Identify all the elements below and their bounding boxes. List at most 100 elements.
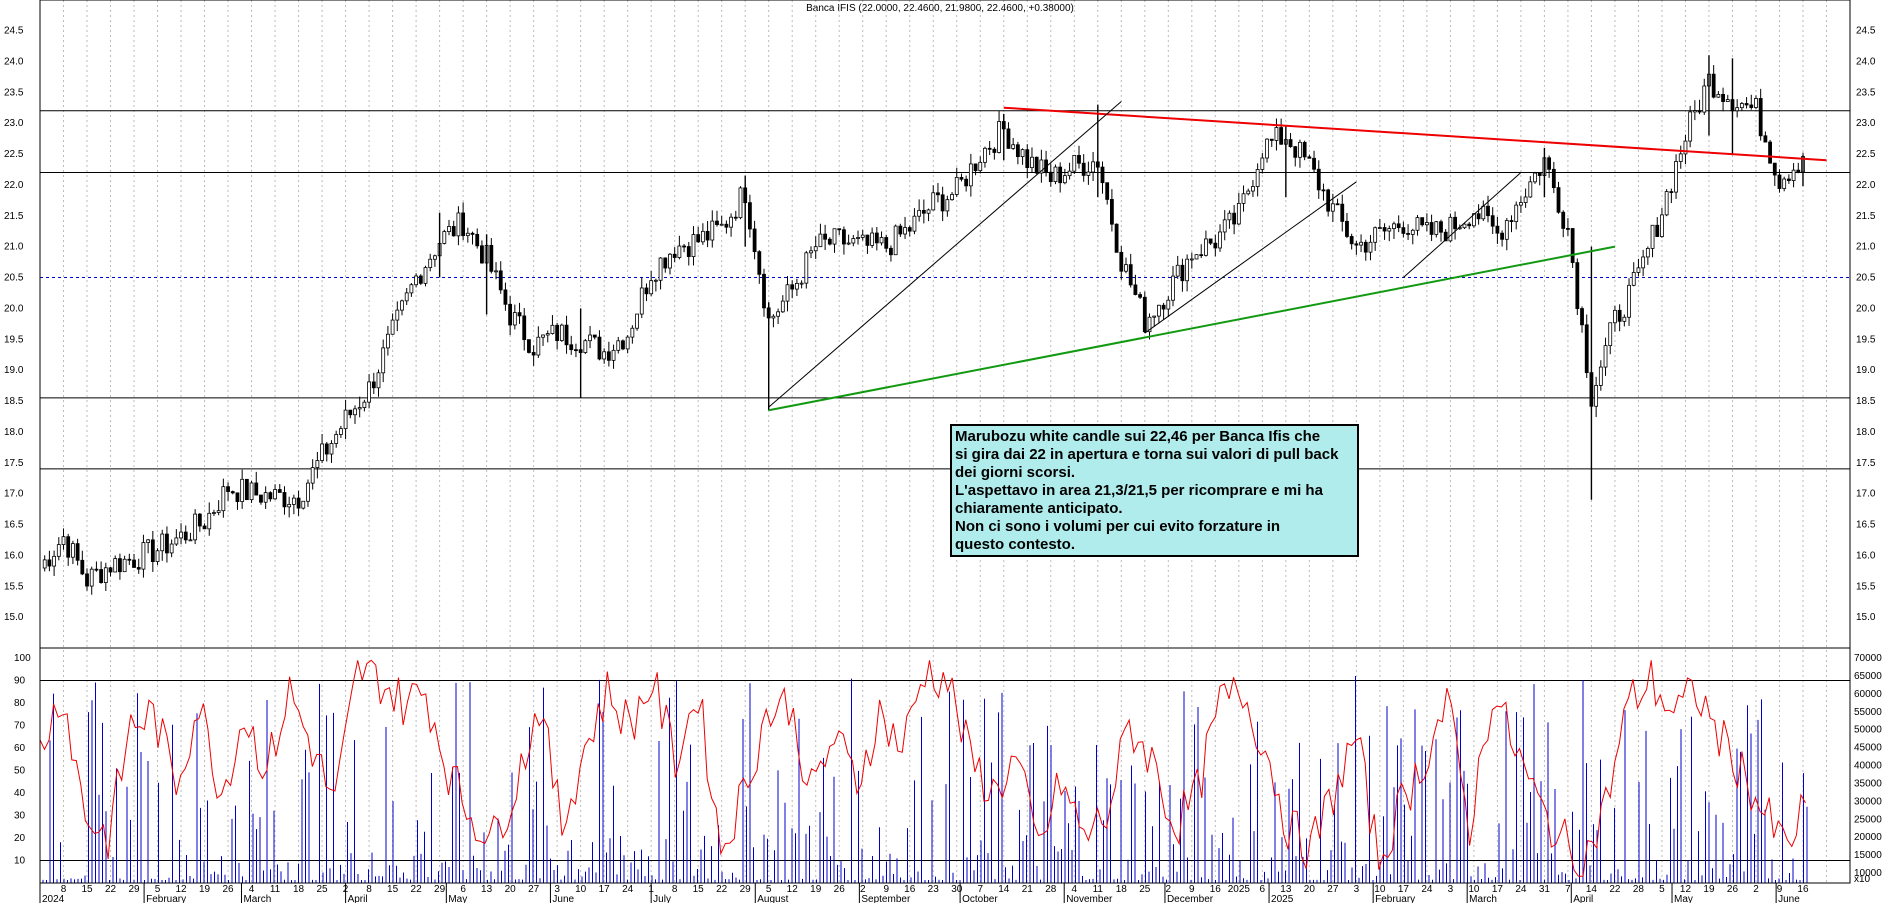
volume-tick: 25000 [1854, 814, 1882, 825]
candle-body [1509, 220, 1514, 223]
candle-body [1608, 322, 1613, 347]
candle-body [846, 242, 851, 245]
candle-body [536, 336, 541, 356]
candle-body [1293, 146, 1298, 158]
candle-body [700, 230, 705, 243]
candle-body [785, 284, 790, 302]
x-day-label: 12 [1680, 884, 1692, 895]
candle-body [1312, 157, 1316, 170]
downtrend-line [1003, 106, 1827, 162]
volume-tick: 70000 [1854, 653, 1882, 664]
x-day-label: 7 [1565, 884, 1571, 895]
candle-body [724, 223, 729, 228]
candle-body [1232, 212, 1237, 225]
candle-body [1147, 316, 1152, 333]
y-tick-left: 21.0 [4, 242, 24, 253]
candle-body [197, 513, 202, 527]
candle-body [635, 313, 639, 329]
candle-body [992, 148, 997, 153]
candle-body [183, 531, 188, 541]
candle-body [52, 555, 57, 567]
candle-body [1777, 174, 1782, 189]
x-day-label: 17 [1398, 884, 1410, 895]
candle-body [188, 539, 193, 542]
candle-body [1058, 166, 1063, 184]
candle-body [155, 550, 160, 562]
x-day-label: 4 [1072, 884, 1078, 895]
y-tick-left: 17.5 [4, 458, 24, 469]
y-tick-right: 19.0 [1856, 365, 1876, 376]
x-day-label: 18 [1116, 884, 1128, 895]
candle-body [1269, 138, 1274, 141]
candle-body [597, 336, 602, 360]
candle-body [879, 237, 884, 244]
y-tick-left: 18.5 [4, 396, 24, 407]
candle-body [1326, 189, 1331, 212]
volume-tick: 15000 [1854, 850, 1882, 861]
annotation-line: dei giorni scorsi. [955, 464, 1076, 481]
candle-body [545, 333, 550, 336]
candle-body [719, 223, 724, 226]
candle-body [1260, 157, 1265, 170]
candle-body [639, 287, 644, 315]
volume-tick: 50000 [1854, 725, 1882, 736]
y-tick-right: 17.5 [1856, 458, 1876, 469]
candle-body [954, 177, 959, 195]
x-day-label: 20 [1304, 884, 1316, 895]
candle-body [1439, 221, 1443, 233]
candle-body [1307, 156, 1312, 159]
candle-body [404, 292, 409, 302]
x-month-label: November [1066, 894, 1113, 903]
candle-body [1547, 157, 1552, 170]
osc-tick: 50 [14, 766, 26, 777]
candle-body [400, 300, 404, 311]
candle-body [1467, 223, 1472, 227]
candle-body [1321, 189, 1326, 192]
candle-body [428, 258, 433, 268]
x-day-label: 10 [1468, 884, 1480, 895]
candle-body [936, 192, 940, 196]
candle-body [1655, 224, 1660, 237]
candle-body [606, 351, 611, 361]
candle-body [1453, 216, 1457, 230]
oscillator-frame [39, 647, 1851, 884]
x-month-label: October [962, 894, 998, 903]
candle-body [1519, 202, 1523, 206]
candle-body [1288, 139, 1293, 148]
candle-body [1030, 156, 1034, 169]
candle-body [212, 512, 216, 514]
candle-body [179, 531, 183, 539]
candle-body [1048, 171, 1053, 183]
candle-body [244, 478, 249, 501]
y-tick-left: 18.0 [4, 427, 24, 438]
candle-body [1039, 159, 1044, 174]
x-day-label: 31 [1539, 884, 1551, 895]
candle-body [1490, 215, 1495, 227]
y-tick-left: 15.0 [4, 612, 24, 623]
x-month-label: June [1778, 894, 1800, 903]
x-month-label: June [552, 894, 574, 903]
candle-body [1434, 221, 1439, 235]
candle-body [898, 225, 903, 235]
candle-body [1067, 170, 1072, 177]
candle-body [1697, 110, 1702, 113]
y-tick-right: 24.5 [1856, 26, 1876, 37]
chart-title: Banca IFIS (22.0000, 22.4600, 21.9800, 2… [806, 3, 1074, 14]
candle-body [282, 492, 287, 508]
candle-body [1124, 264, 1128, 272]
oscillator-panel: 10 20 30 40 50 60 70 80 90 100 10000 15000 20000 2500… [14, 653, 1882, 885]
candle-body [1185, 258, 1190, 282]
candle-body [1763, 135, 1768, 143]
x-axis: 8152229512192641118252815222961320273101… [39, 883, 1809, 903]
x-month-label: December [1167, 894, 1214, 903]
candle-body [1796, 169, 1801, 173]
y-tick-right: 20.5 [1856, 273, 1876, 284]
candle-body [790, 284, 795, 290]
x-day-label: 21 [1022, 884, 1034, 895]
candle-body [1561, 211, 1566, 229]
x-day-label: 9 [1189, 884, 1195, 895]
x-day-label: 14 [998, 884, 1010, 895]
candle-body [889, 247, 893, 256]
x-month-label: 2024 [42, 894, 65, 903]
candle-body [1255, 169, 1260, 187]
